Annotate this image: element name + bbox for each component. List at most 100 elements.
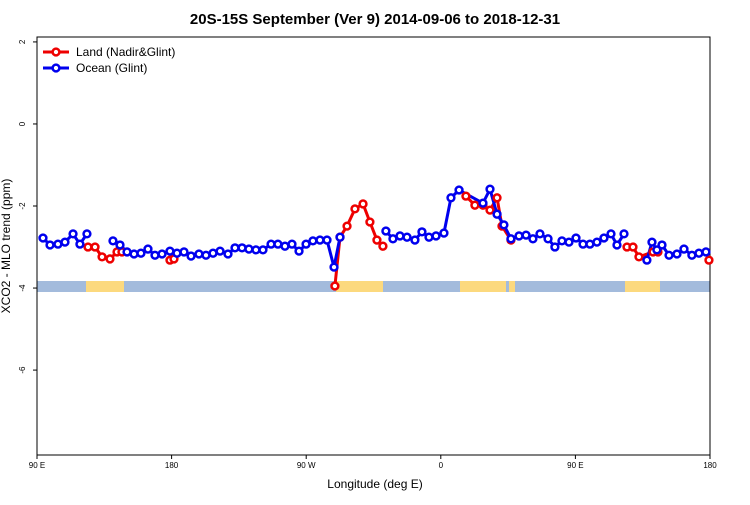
y-axis-label: XCO2 - MLO trend (ppm) [0,179,13,314]
data-point [372,235,382,245]
data-point [439,228,449,238]
data-point [535,229,545,239]
data-point [470,200,480,210]
data-point [694,248,704,258]
x-tick-label: 90 E [567,461,583,470]
data-point [528,234,538,244]
legend-label: Ocean (Glint) [76,61,147,75]
y-tick-label: 0 [18,121,27,126]
data-point [557,236,567,246]
x-axis-label: Longitude (deg E) [327,477,422,491]
data-point [350,204,360,214]
data-point [599,233,609,243]
data-point [543,234,553,244]
data-point [585,239,595,249]
data-point [294,246,304,256]
data-point [521,230,531,240]
data-point [108,236,118,246]
data-point [478,198,488,208]
data-point [506,234,516,244]
data-point [75,239,85,249]
data-point [619,229,629,239]
data-point [454,185,464,195]
data-point [657,240,667,250]
data-point [647,237,657,247]
data-point [165,246,175,256]
data-point [244,244,254,254]
data-point [431,231,441,241]
data-point [417,227,427,237]
data-point [194,249,204,259]
data-point [53,239,63,249]
data-point [388,234,398,244]
data-point [652,245,662,255]
legend-marker [51,47,61,57]
data-point [612,240,622,250]
data-point [485,184,495,194]
data-point [664,250,674,260]
data-point [628,242,638,252]
data-point [215,246,225,256]
x-tick-label: 90 W [297,461,316,470]
data-point [606,229,616,239]
y-tick-label: 2 [18,39,27,44]
data-point [68,229,78,239]
data-point [223,249,233,259]
data-point [358,199,368,209]
land-strip [86,281,124,292]
chart-title: 20S-15S September (Ver 9) 2014-09-06 to … [190,11,560,28]
land-ocean-strip [37,281,710,292]
data-point [378,241,388,251]
data-point [461,191,471,201]
data-point [97,252,107,262]
data-point [90,242,100,252]
data-point [499,220,509,230]
data-point [402,232,412,242]
data-point [322,235,332,245]
data-point [642,255,652,265]
data-point [365,217,375,227]
data-point [150,250,160,260]
data-point [287,239,297,249]
data-point [143,244,153,254]
data-point [571,233,581,243]
data-point [381,226,391,236]
land-strip [625,281,660,292]
data-point [60,237,70,247]
data-point [308,236,318,246]
data-point [172,248,182,258]
legend-label: Land (Nadir&Glint) [76,45,175,59]
data-point [446,193,456,203]
data-point [329,262,339,272]
data-point [679,244,689,254]
x-tick-label: 0 [439,461,444,470]
data-point [258,245,268,255]
data-point [157,249,167,259]
data-point [592,237,602,247]
data-point [704,255,714,265]
legend-marker [51,63,61,73]
data-point [492,193,502,203]
data-point [634,252,644,262]
land-strip [336,281,383,292]
x-tick-label: 90 E [29,461,45,470]
data-point [550,242,560,252]
data-point [38,233,48,243]
data-point [514,231,524,241]
data-point [424,232,434,242]
data-point [208,248,218,258]
data-point [330,281,340,291]
data-point [179,247,189,257]
data-point [564,237,574,247]
y-tick-label: -4 [18,284,27,292]
data-point [136,248,146,258]
y-tick-label: -2 [18,202,27,210]
data-point [201,250,211,260]
data-point [115,240,125,250]
data-point [395,231,405,241]
land-strip [460,281,506,292]
data-point [122,247,132,257]
plot-frame [36,36,711,456]
